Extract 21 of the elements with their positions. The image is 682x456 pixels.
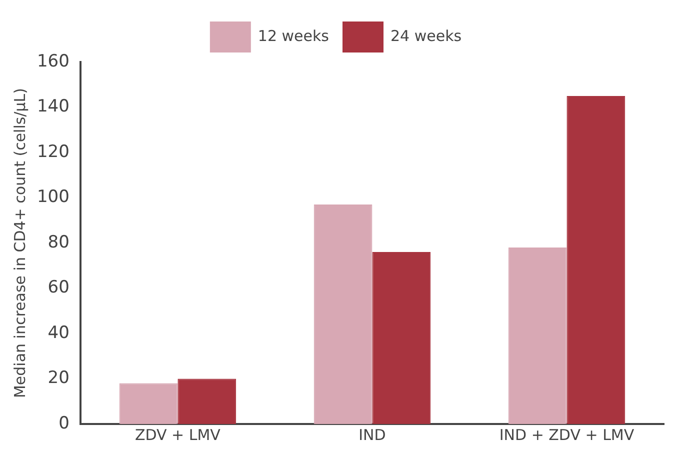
y-tick-label: 120 bbox=[36, 142, 70, 162]
y-tick-label: 60 bbox=[48, 278, 70, 298]
y-axis-title: Median increase in CD4+ count (cells/µL) bbox=[10, 88, 29, 398]
x-tick-label: IND + ZDV + LMV bbox=[499, 426, 635, 444]
legend-label: 12 weeks bbox=[258, 26, 330, 45]
bar bbox=[508, 248, 567, 424]
bar bbox=[566, 96, 626, 424]
bar bbox=[314, 204, 372, 424]
bar bbox=[178, 378, 236, 424]
y-tick-label: 100 bbox=[36, 187, 70, 208]
legend-label: 24 weeks bbox=[390, 26, 462, 45]
x-tick-label: IND bbox=[358, 426, 386, 444]
y-tick-label: 80 bbox=[48, 232, 70, 252]
y-tick-label: 20 bbox=[48, 368, 70, 388]
bar bbox=[372, 252, 431, 424]
x-tick-label: ZDV + LMV bbox=[134, 426, 222, 444]
y-tick-label: 40 bbox=[48, 322, 70, 343]
bar bbox=[119, 383, 178, 424]
y-tick-label: 0 bbox=[58, 413, 70, 434]
y-tick-label: 140 bbox=[36, 96, 70, 117]
y-tick-label: 160 bbox=[36, 51, 70, 72]
